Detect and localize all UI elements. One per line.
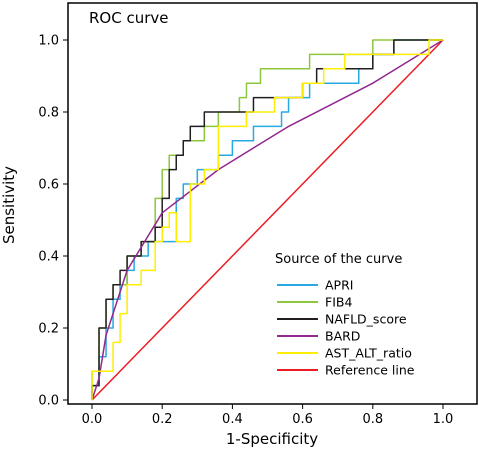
legend-label-reference-line: Reference line xyxy=(325,363,415,378)
legend-label-apri: APRI xyxy=(325,278,353,293)
y-tick-label: 0.2 xyxy=(38,322,59,337)
chart-title: ROC curve xyxy=(89,9,169,27)
series-line-bard xyxy=(91,39,444,401)
y-tick-label: 0.8 xyxy=(38,106,59,121)
legend-label-ast-alt-ratio: AST_ALT_ratio xyxy=(325,346,412,361)
y-axis-title: Sensitivity xyxy=(0,166,18,244)
y-tick-label: 0.4 xyxy=(38,250,59,265)
x-tick-label: 1.0 xyxy=(433,412,454,427)
axes-layer: 0.0 0.2 0.4 0.6 0.8 1.0 0.0 0.2 0.4 0.6 0.8 1.0 xyxy=(38,34,453,428)
series-line-ast-alt-ratio xyxy=(91,39,443,400)
y-tick-label: 0.0 xyxy=(38,394,59,409)
x-tick-label: 0.4 xyxy=(222,412,243,427)
legend-label-nafld-score: NAFLD_score xyxy=(325,312,407,327)
legend: Source of the curve APRI FIB4 NAFLD_score B… xyxy=(275,252,415,378)
series-line-reference-line xyxy=(91,39,444,401)
plot-frame xyxy=(67,2,478,405)
x-tick-label: 0.8 xyxy=(362,412,383,427)
x-tick-label: 0.0 xyxy=(82,412,103,427)
series-layer xyxy=(91,39,444,401)
y-tick-label: 0.6 xyxy=(38,178,59,193)
legend-label-fib4: FIB4 xyxy=(325,295,352,310)
legend-title: Source of the curve xyxy=(275,252,402,267)
y-tick-label: 1.0 xyxy=(38,34,59,49)
x-tick-label: 0.6 xyxy=(292,412,313,427)
legend-label-bard: BARD xyxy=(325,329,360,344)
x-tick-label: 0.2 xyxy=(152,412,173,427)
x-axis-title: 1-Specificity xyxy=(226,430,318,448)
